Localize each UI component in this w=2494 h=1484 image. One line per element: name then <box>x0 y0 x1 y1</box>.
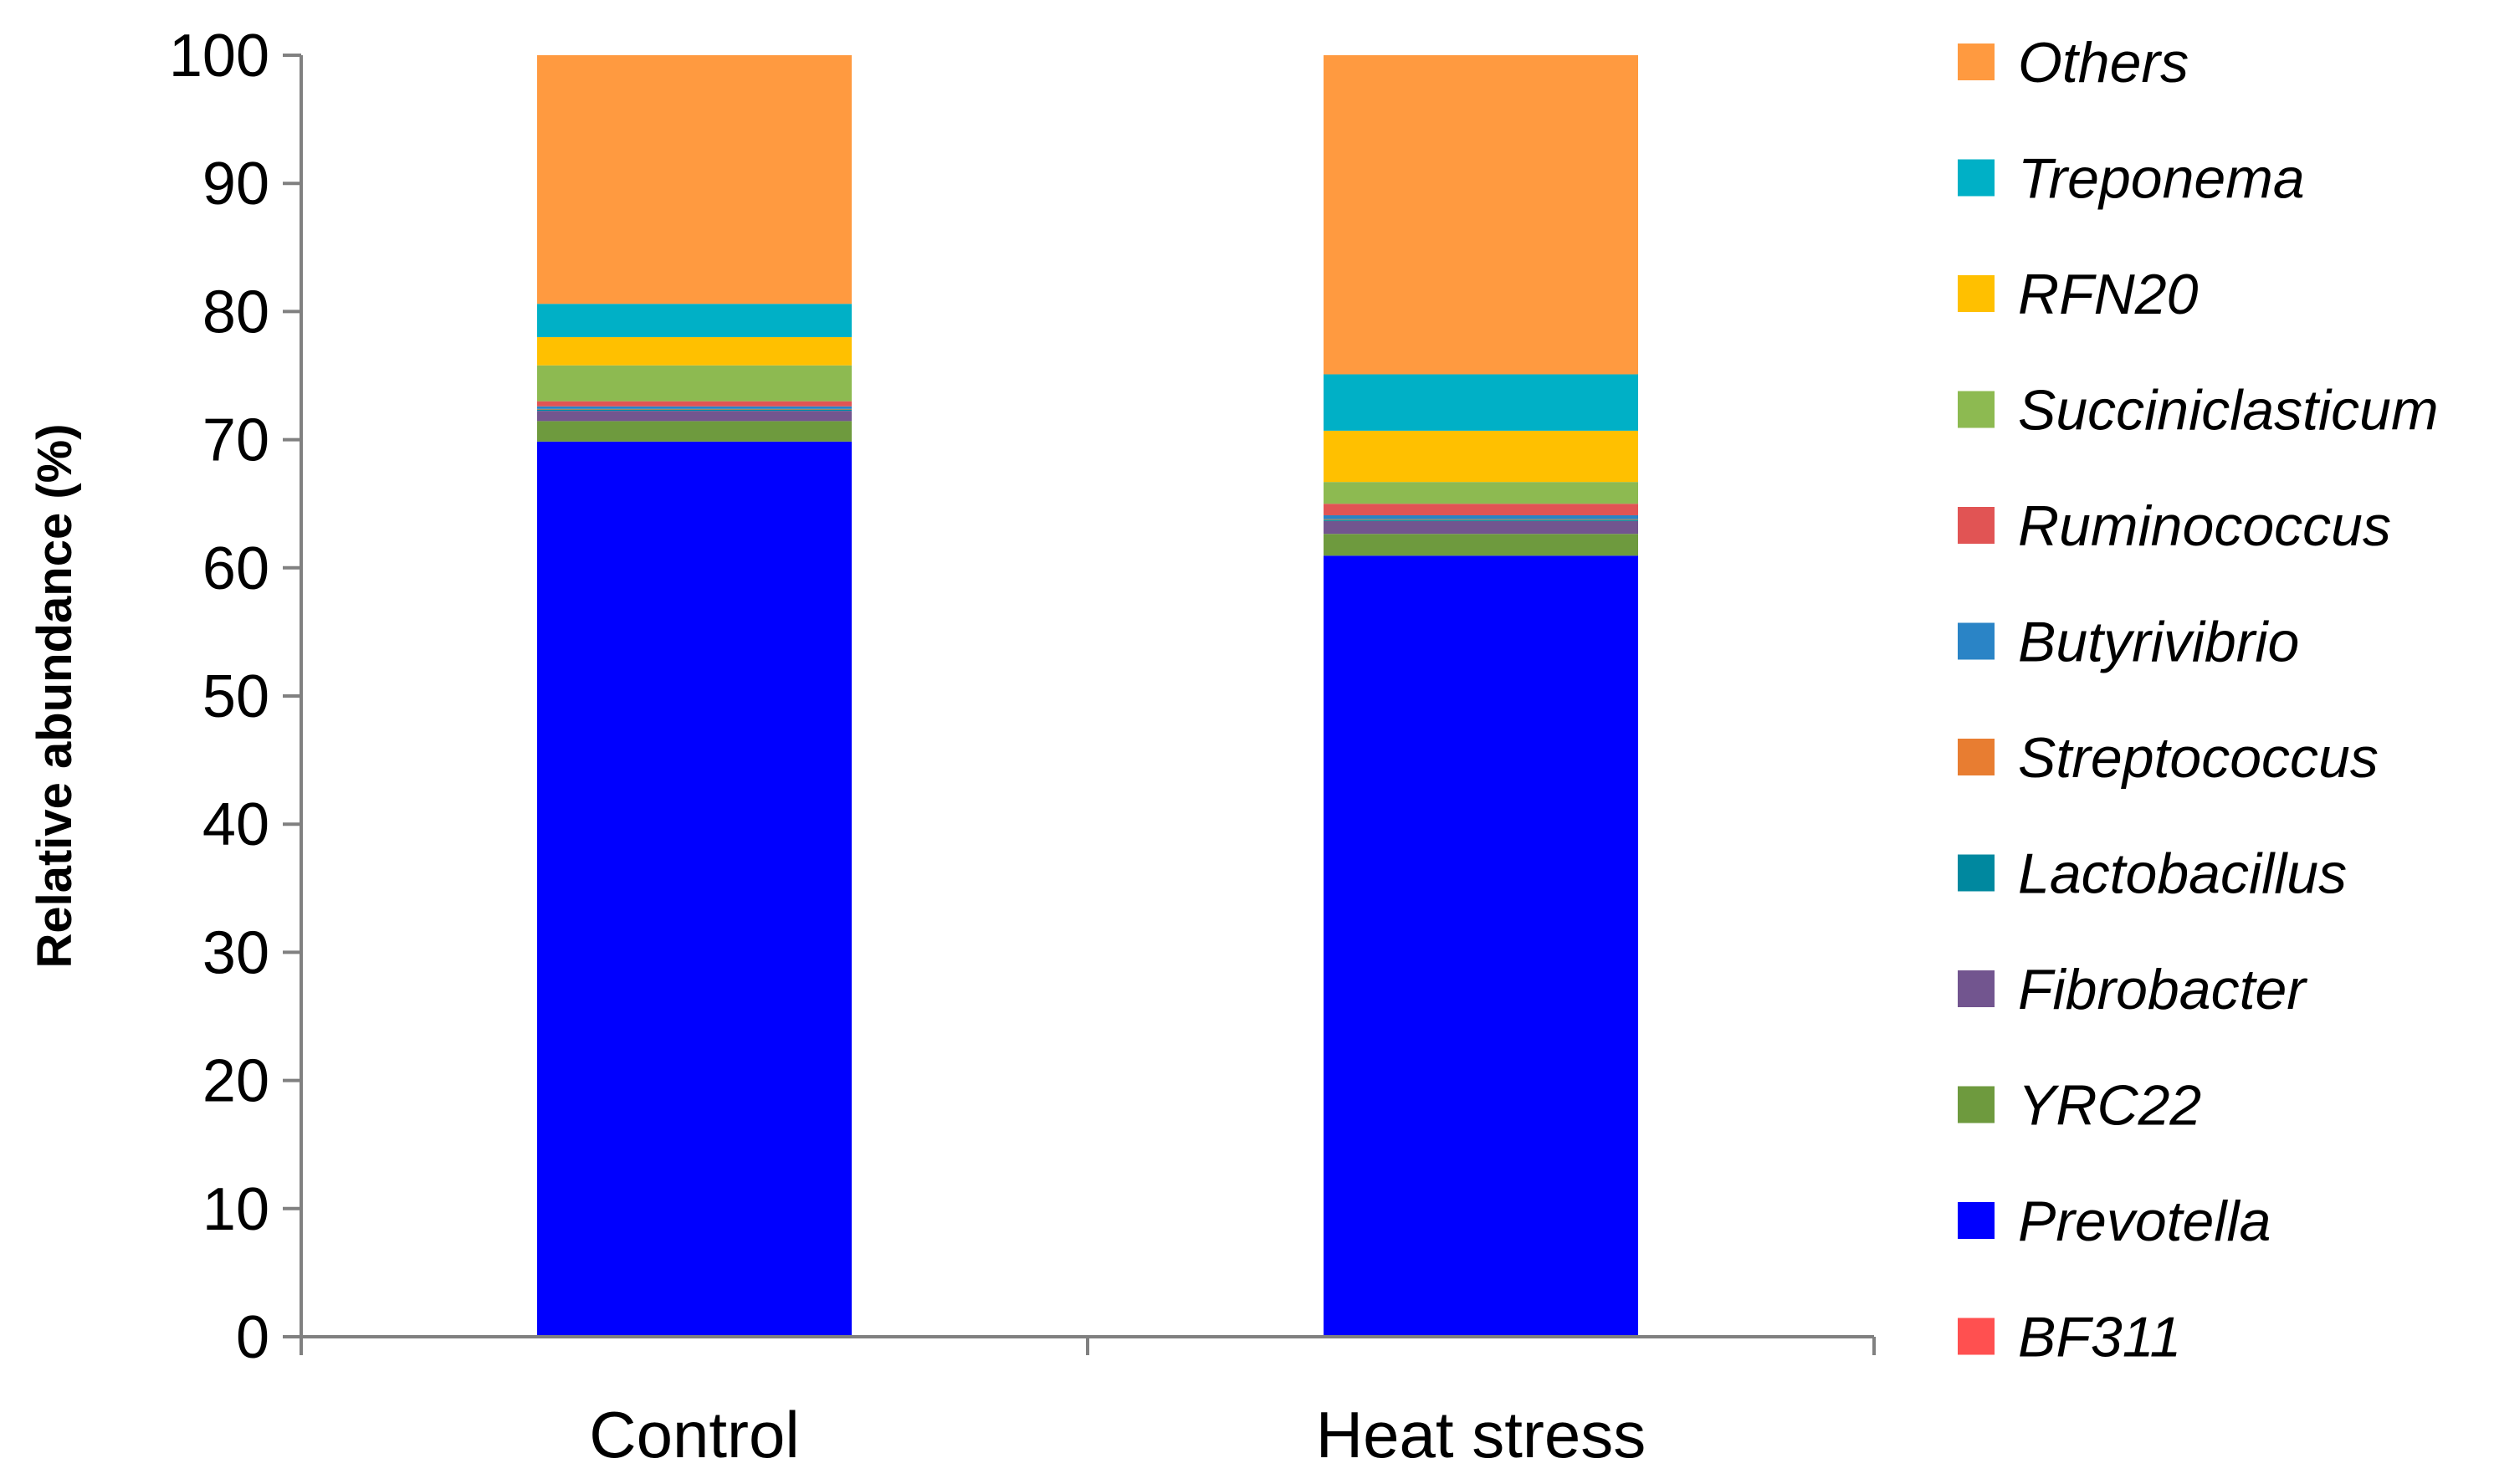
y-tick-label: 10 <box>202 1176 269 1243</box>
legend-item-rfn20: RFN20 <box>1958 263 2199 326</box>
x-category-label: Heat stress <box>1316 1398 1646 1471</box>
bar-segment-rfn20 <box>1324 430 1638 483</box>
legend-label: Others <box>2018 31 2189 95</box>
y-tick-label: 100 <box>169 23 269 90</box>
bar-segment-succiniclasticum <box>537 365 852 402</box>
legend-item-bf311: BF311 <box>1958 1306 2181 1369</box>
legend-swatch <box>1958 622 1995 660</box>
bar-segment-fibrobacter <box>1324 520 1638 535</box>
legend-swatch <box>1958 1318 1995 1355</box>
bar-stack-heat-stress <box>1324 55 1638 1337</box>
bar-segment-others <box>537 55 852 304</box>
bar-segment-streptococcus <box>537 408 852 410</box>
x-axis-ticks: Control Heat stress <box>300 1337 1876 1471</box>
legend: Others Treponema RFN20 Succiniclasticum Rumi… <box>1958 31 2439 1369</box>
legend-label: Lactobacillus <box>2018 842 2347 906</box>
legend-swatch <box>1958 507 1995 544</box>
bar-segment-succiniclasticum <box>1324 482 1638 504</box>
legend-label: BF311 <box>2018 1306 2181 1369</box>
legend-item-fibrobacter: Fibrobacter <box>1958 958 2307 1021</box>
legend-label: Fibrobacter <box>2018 958 2307 1021</box>
legend-swatch <box>1958 970 1995 1007</box>
y-tick-label: 80 <box>202 279 269 345</box>
y-axis-ticks: 0 10 20 30 40 50 60 70 80 90 100 <box>169 23 301 1371</box>
legend-swatch <box>1958 391 1995 428</box>
bar-stack-control <box>537 55 852 1337</box>
bar-segment-treponema <box>1324 374 1638 431</box>
legend-item-ruminococcus: Ruminococcus <box>1958 494 2391 558</box>
y-tick-label: 40 <box>202 791 269 858</box>
bar-segment-others <box>1324 55 1638 375</box>
y-tick-label: 20 <box>202 1048 269 1115</box>
legend-item-others: Others <box>1958 31 2189 95</box>
bar-segment-butyrivibrio <box>1324 514 1638 519</box>
bar-segment-treponema <box>537 304 852 338</box>
y-tick-label: 60 <box>202 535 269 602</box>
bar-segment-fibrobacter <box>537 411 852 422</box>
y-tick-label: 0 <box>236 1304 269 1371</box>
legend-label: Streptococcus <box>2018 726 2379 790</box>
legend-item-streptococcus: Streptococcus <box>1958 726 2379 790</box>
legend-swatch <box>1958 1202 1995 1239</box>
bar-segment-lactobacillus <box>537 409 852 412</box>
legend-item-treponema: Treponema <box>1958 147 2305 211</box>
legend-swatch <box>1958 739 1995 775</box>
bar-segment-ruminococcus <box>1324 504 1638 515</box>
legend-item-succiniclasticum: Succiniclasticum <box>1958 379 2439 443</box>
legend-item-prevotella: Prevotella <box>1958 1190 2271 1253</box>
y-tick-label: 90 <box>202 151 269 217</box>
bar-segment-ruminococcus <box>537 401 852 407</box>
y-tick-label: 50 <box>202 663 269 730</box>
y-tick-label: 30 <box>202 919 269 986</box>
legend-label: Prevotella <box>2018 1190 2271 1253</box>
legend-swatch <box>1958 1086 1995 1123</box>
y-tick-label: 70 <box>202 407 269 474</box>
plot-area <box>537 55 1638 1337</box>
bar-segment-prevotella <box>537 441 852 1337</box>
bar-segment-butyrivibrio <box>537 406 852 409</box>
bar-segment-rfn20 <box>537 337 852 366</box>
legend-label: Butyrivibrio <box>2018 611 2299 674</box>
legend-swatch <box>1958 854 1995 892</box>
bar-segment-streptococcus <box>1324 519 1638 520</box>
legend-label: Succiniclasticum <box>2018 379 2439 443</box>
legend-label: YRC22 <box>2018 1074 2201 1138</box>
bar-segment-yrc22 <box>1324 534 1638 556</box>
x-category-label: Control <box>589 1398 799 1471</box>
legend-item-yrc22: YRC22 <box>1958 1074 2201 1138</box>
bar-segment-lactobacillus <box>1324 519 1638 521</box>
legend-item-butyrivibrio: Butyrivibrio <box>1958 611 2299 674</box>
bar-segment-prevotella <box>1324 555 1638 1337</box>
legend-label: RFN20 <box>2018 263 2199 326</box>
legend-label: Ruminococcus <box>2018 494 2391 558</box>
legend-swatch <box>1958 275 1995 312</box>
legend-swatch <box>1958 159 1995 197</box>
legend-label: Treponema <box>2018 147 2305 211</box>
bar-segment-yrc22 <box>537 421 852 442</box>
y-axis-label: Relative abundance (%) <box>28 423 82 968</box>
legend-swatch <box>1958 43 1995 80</box>
legend-item-lactobacillus: Lactobacillus <box>1958 842 2347 906</box>
